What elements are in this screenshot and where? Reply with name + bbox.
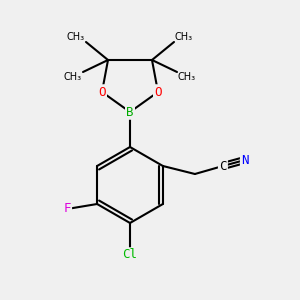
Text: F: F xyxy=(63,202,71,215)
Text: N: N xyxy=(241,154,249,166)
Text: B: B xyxy=(126,106,134,118)
Text: C: C xyxy=(219,160,227,172)
Text: O: O xyxy=(154,85,162,98)
Text: CH₃: CH₃ xyxy=(64,72,82,82)
Text: CH₃: CH₃ xyxy=(175,32,193,42)
Text: CH₃: CH₃ xyxy=(178,72,196,82)
Text: O: O xyxy=(98,85,106,98)
Text: CH₃: CH₃ xyxy=(67,32,85,42)
Text: Cl: Cl xyxy=(122,248,137,262)
